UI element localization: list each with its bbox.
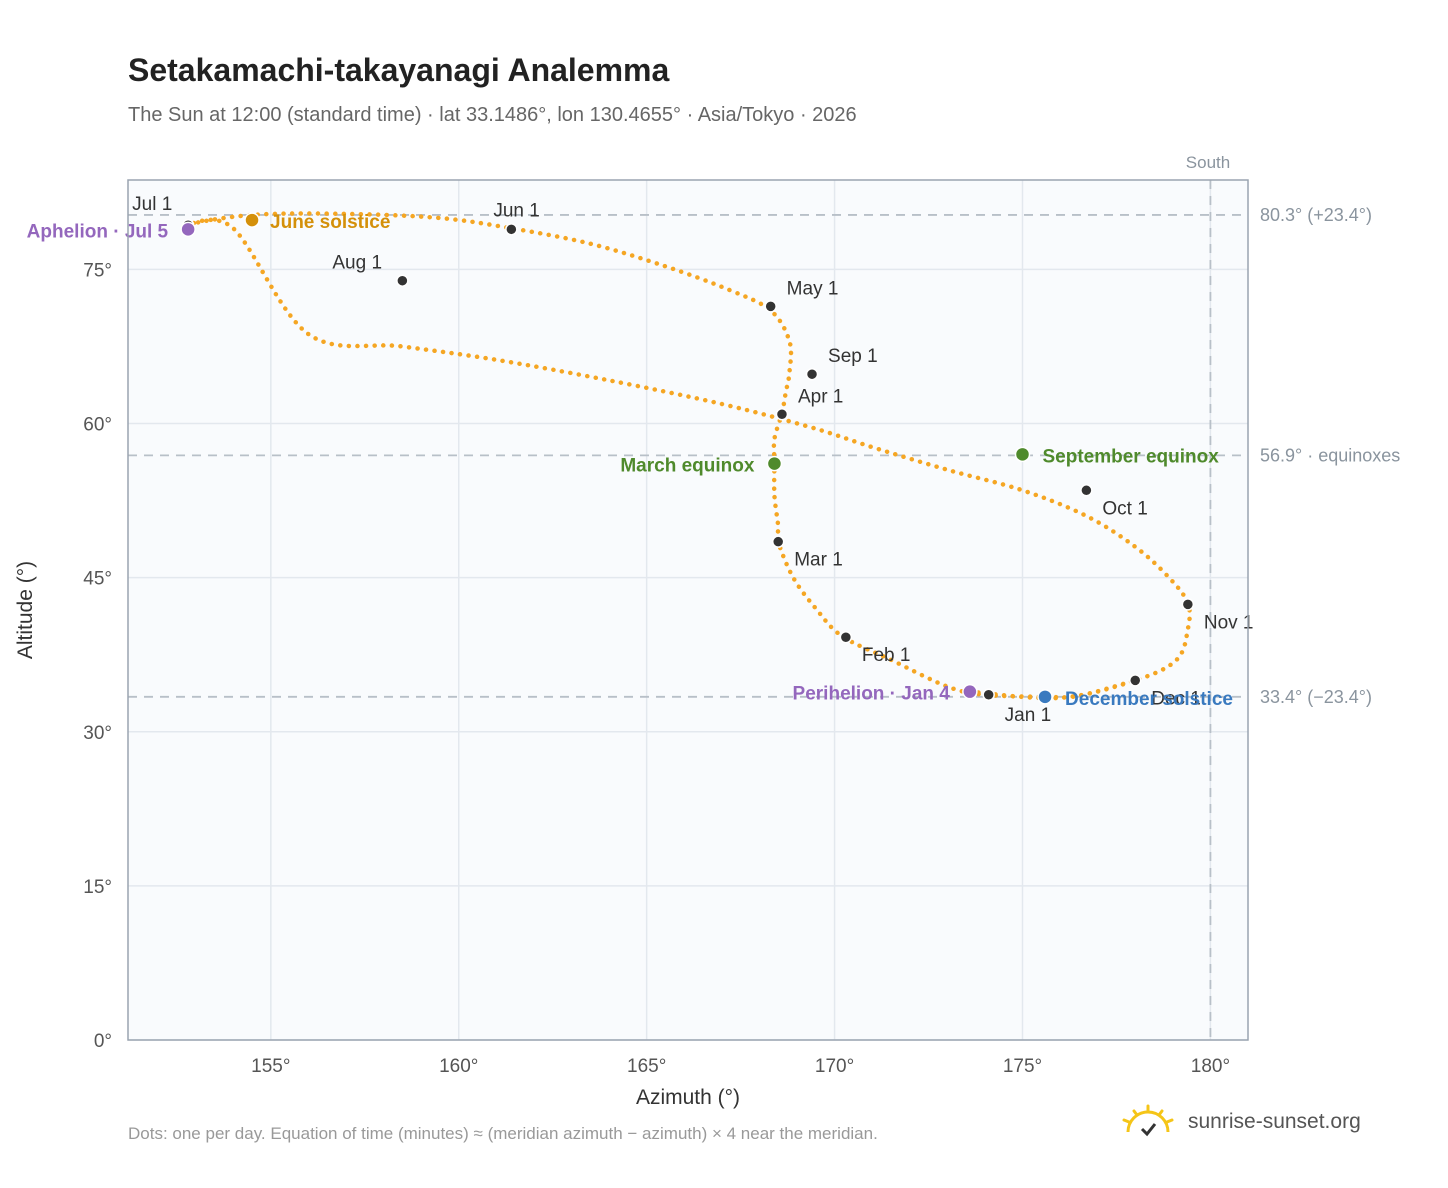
x-tick-label: 165° bbox=[627, 1056, 666, 1077]
x-tick-label: 160° bbox=[439, 1056, 478, 1077]
chart-title: Setakamachi-takayanagi Analemma bbox=[128, 52, 670, 88]
event-marker bbox=[244, 212, 260, 228]
chart-subtitle: The Sun at 12:00 (standard time) · lat 3… bbox=[128, 104, 857, 126]
y-tick-label: 30° bbox=[83, 723, 112, 744]
event-marker bbox=[962, 683, 978, 700]
month-label: Dec 1 bbox=[1151, 688, 1201, 709]
event-label: Aphelion · Jul 5 bbox=[27, 221, 169, 242]
reference-line-label: 56.9° · equinoxes bbox=[1260, 445, 1400, 465]
y-tick-label: 15° bbox=[83, 877, 112, 898]
y-axis-label: Altitude (°) bbox=[14, 561, 37, 659]
brand-text: sunrise-sunset.org bbox=[1188, 1110, 1361, 1133]
analemma-dotted-path bbox=[185, 211, 1192, 701]
event-label: March equinox bbox=[620, 456, 755, 477]
event-label: June solstice bbox=[270, 212, 390, 233]
sun-logo-icon bbox=[1122, 1104, 1174, 1137]
reference-line-label: 33.4° (−23.4°) bbox=[1260, 687, 1372, 707]
month-label: Jul 1 bbox=[132, 194, 172, 215]
month-marker bbox=[1080, 484, 1093, 497]
month-label: Aug 1 bbox=[332, 253, 382, 274]
plot-background bbox=[128, 180, 1248, 1040]
analemma-curve bbox=[185, 211, 1192, 701]
event-markers: Aphelion · Jul 5 June solstice March equin… bbox=[27, 212, 1233, 710]
month-marker bbox=[771, 535, 785, 548]
event-marker bbox=[1037, 689, 1053, 705]
month-marker bbox=[505, 223, 518, 236]
month-label: Feb 1 bbox=[862, 645, 911, 666]
x-tick-label: 170° bbox=[815, 1056, 854, 1077]
event-marker bbox=[1014, 446, 1031, 463]
y-tick-label: 60° bbox=[83, 415, 112, 436]
month-label: Sep 1 bbox=[828, 346, 878, 367]
month-marker bbox=[764, 300, 777, 313]
month-marker bbox=[839, 630, 853, 644]
event-marker bbox=[180, 221, 196, 238]
plot-border bbox=[127, 179, 1249, 1041]
month-label: Mar 1 bbox=[794, 550, 843, 571]
reference-lines: 80.3° (+23.4°) 56.9° · equinoxes 33.4° (−2… bbox=[128, 180, 1400, 1040]
south-label: South bbox=[1186, 153, 1230, 172]
month-marker bbox=[775, 408, 789, 421]
month-label: Oct 1 bbox=[1102, 498, 1147, 519]
month-markers: Jan 1 Feb 1 Mar 1 Apr 1 May 1 Jun 1 Jul 1 Aug 1… bbox=[132, 194, 1253, 726]
month-marker bbox=[396, 274, 409, 287]
y-tick-label: 45° bbox=[83, 569, 112, 590]
month-marker bbox=[982, 688, 995, 702]
x-tick-label: 175° bbox=[1003, 1056, 1042, 1077]
event-label: September equinox bbox=[1042, 446, 1219, 467]
x-tick-label: 180° bbox=[1191, 1056, 1230, 1077]
month-marker bbox=[1181, 598, 1195, 611]
month-marker bbox=[1128, 674, 1142, 687]
month-label: Jun 1 bbox=[493, 200, 539, 221]
x-tick-label: 155° bbox=[251, 1056, 290, 1077]
axis-ticks: 155° 160° 165° 170° 175° 180° 0° 15° 30° 45° 60° 75… bbox=[83, 260, 1230, 1077]
month-marker bbox=[805, 367, 819, 381]
month-label: Jan 1 bbox=[1005, 705, 1051, 726]
event-label: Perihelion · Jan 4 bbox=[793, 684, 951, 705]
brand[interactable]: sunrise-sunset.org bbox=[1120, 1104, 1361, 1140]
reference-line-label: 80.3° (+23.4°) bbox=[1260, 205, 1372, 225]
month-label: Nov 1 bbox=[1204, 612, 1254, 633]
y-tick-label: 75° bbox=[83, 260, 112, 281]
event-marker bbox=[766, 455, 783, 472]
month-label: May 1 bbox=[787, 278, 839, 299]
footnote: Dots: one per day. Equation of time (min… bbox=[128, 1124, 878, 1143]
event-label: December solstice bbox=[1065, 689, 1233, 710]
y-tick-label: 0° bbox=[94, 1031, 112, 1052]
month-label: Apr 1 bbox=[798, 386, 843, 407]
x-axis-label: Azimuth (°) bbox=[636, 1086, 740, 1109]
